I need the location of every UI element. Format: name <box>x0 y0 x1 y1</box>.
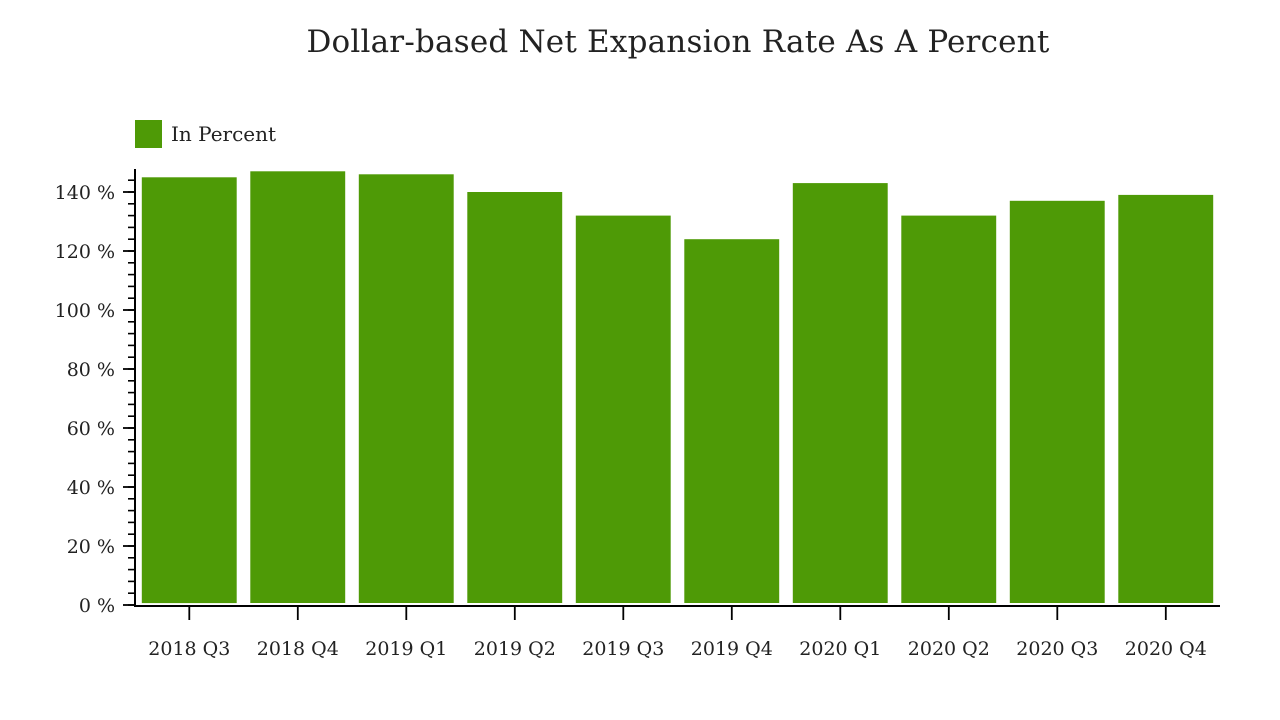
y-tick-label: 40 % <box>67 477 115 499</box>
x-tick-label: 2019 Q2 <box>474 638 556 660</box>
bar-2020-q1 <box>792 183 888 603</box>
x-tick-label: 2020 Q4 <box>1125 638 1207 660</box>
legend: In Percent <box>135 120 276 148</box>
legend-label: In Percent <box>171 122 277 146</box>
bars-group <box>141 171 1214 604</box>
x-tick-label: 2019 Q4 <box>691 638 773 660</box>
bar-2019-q2 <box>467 192 563 603</box>
x-tick-label: 2019 Q1 <box>365 638 447 660</box>
x-tick-label: 2018 Q4 <box>257 638 339 660</box>
bar-2018-q3 <box>141 177 237 604</box>
bar-2020-q2 <box>901 215 997 603</box>
x-tick-label: 2020 Q1 <box>799 638 881 660</box>
bar-2020-q4 <box>1118 194 1214 603</box>
bar-2018-q4 <box>250 171 346 604</box>
y-tick-label: 60 % <box>67 418 115 440</box>
x-axis: 2018 Q3 2018 Q4 2019 Q1 2019 Q2 2019 Q3 2019 … <box>134 605 1220 660</box>
legend-swatch <box>135 120 162 148</box>
bar-2019-q1 <box>358 174 454 604</box>
y-axis: 0 % 20 % 40 % 60 % 80 % 100 % 120 % 140 % <box>55 169 136 617</box>
x-tick-label: 2019 Q3 <box>582 638 664 660</box>
y-tick-label: 140 % <box>55 182 115 204</box>
bar-2019-q4 <box>684 239 780 603</box>
y-tick-label: 80 % <box>67 359 115 381</box>
x-tick-label: 2020 Q3 <box>1016 638 1098 660</box>
x-tick-label: 2018 Q3 <box>148 638 230 660</box>
chart-title: Dollar-based Net Expansion Rate As A Per… <box>306 24 1050 60</box>
x-tick-label: 2020 Q2 <box>908 638 990 660</box>
y-tick-label: 20 % <box>67 536 115 558</box>
y-tick-label: 0 % <box>79 595 115 617</box>
bar-2019-q3 <box>575 215 671 603</box>
bar-2020-q3 <box>1009 200 1105 604</box>
y-tick-label: 100 % <box>55 300 115 322</box>
y-tick-label: 120 % <box>55 241 115 263</box>
